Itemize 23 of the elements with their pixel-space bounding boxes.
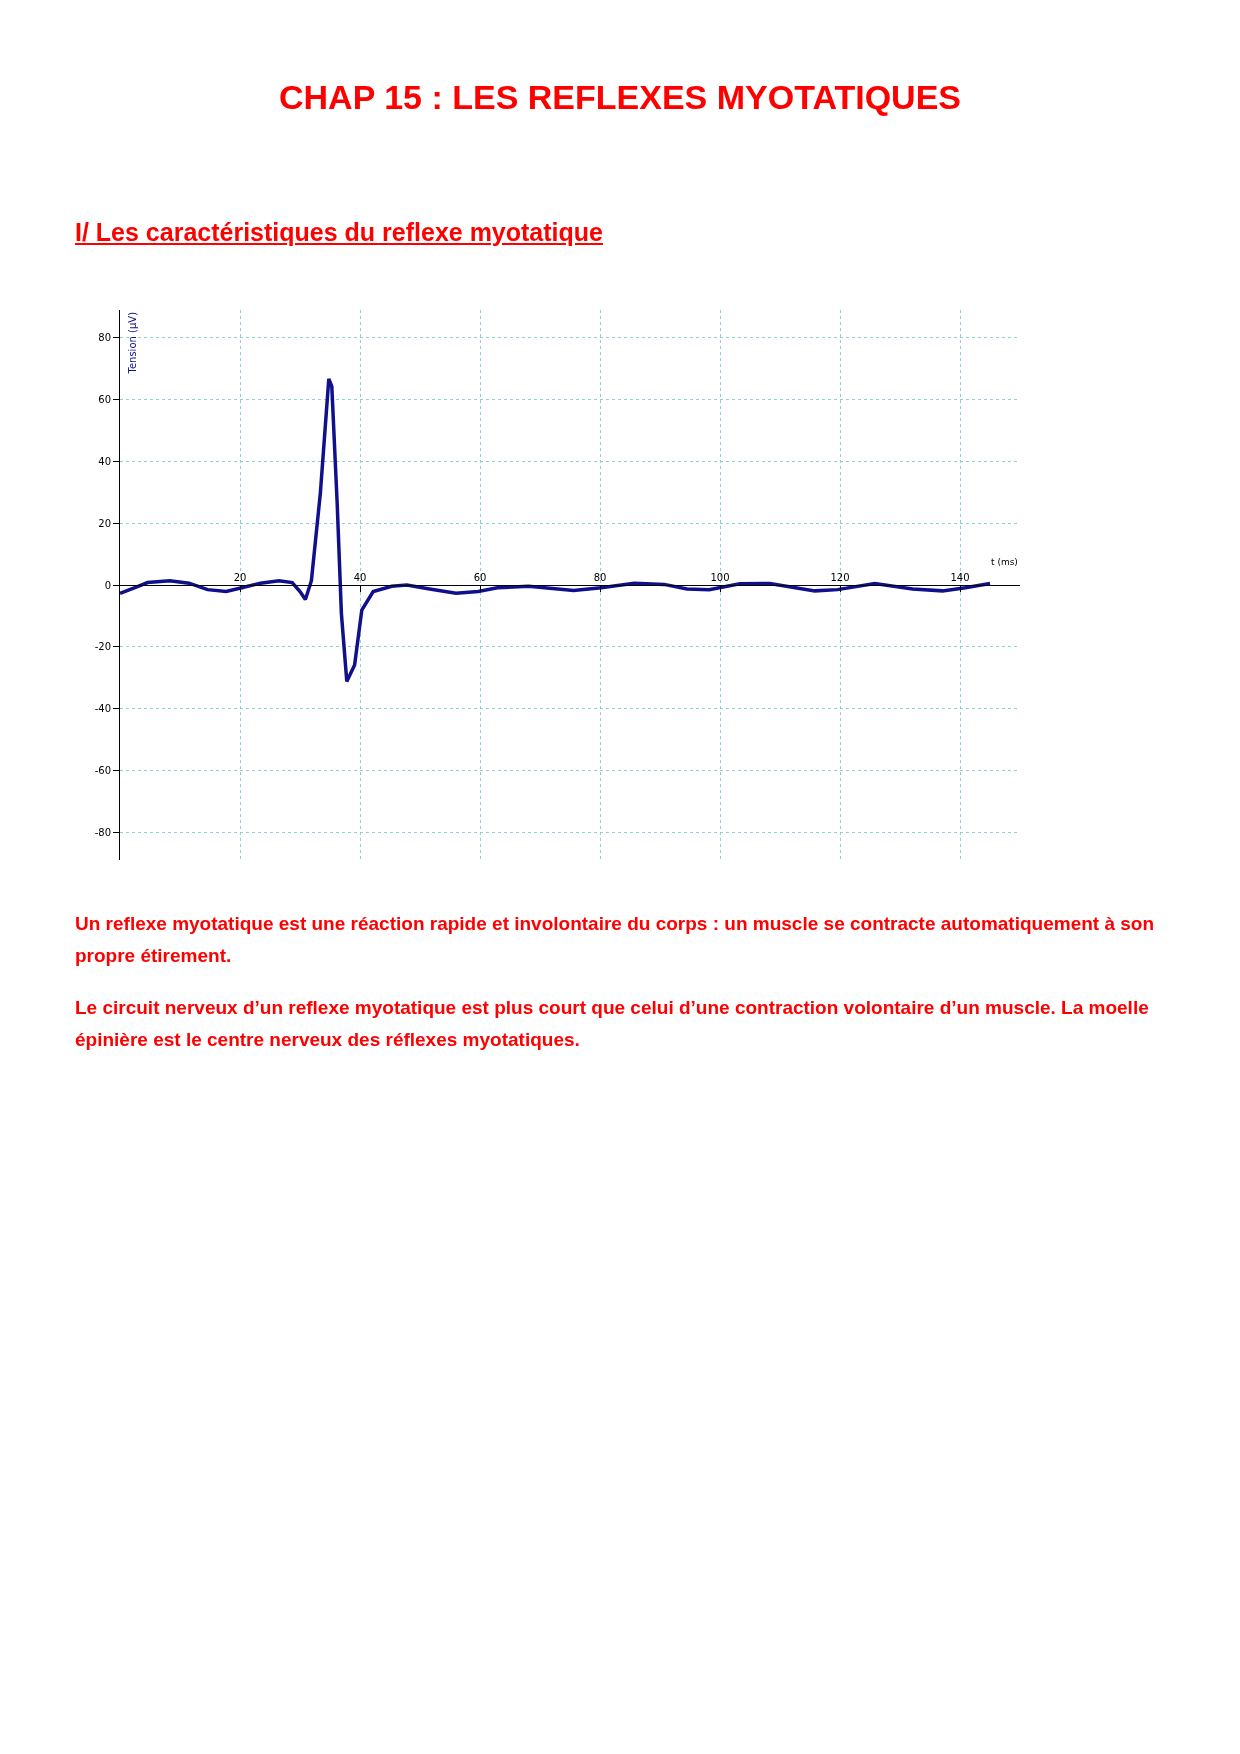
y-tick-label: -20 — [94, 641, 111, 653]
y-tick-label: 0 — [104, 579, 111, 591]
text: Un reflexe myotatique est une réaction rapide et involontaire du corps : un muscle se contracte automatiquement à son propre étirement. — [75, 912, 1156, 968]
y-tick-label: 40 — [98, 455, 111, 467]
y-tick-label: -60 — [94, 764, 111, 776]
x-tick-label: 100 — [710, 572, 730, 583]
chart-title: CHAP 15 : LES REFLEXES MYOTATIQUES — [278, 78, 962, 117]
y-axis-title: Tension (µV) — [126, 311, 138, 375]
chart-subtitle: I/ Les caractéristiques du reflexe myotatique — [75, 218, 603, 247]
text: Le circuit nerveux d’un reflexe myotatique est plus court que celui d’une contraction volontaire d’un muscle. La moelle épinière est le centre nerveux des réflexes myotatiques. — [75, 996, 1150, 1052]
x-tick-label: 20 — [233, 572, 247, 583]
line-series — [120, 377, 992, 684]
y-tick-label: 80 — [98, 332, 111, 344]
x-tick-label: 80 — [593, 572, 607, 583]
x-tick-label: 140 — [950, 572, 970, 583]
y-tick-label: 20 — [98, 517, 111, 529]
x-tick-label: 40 — [353, 572, 367, 583]
x-tick-label: 60 — [473, 572, 487, 583]
y-tick-label: -80 — [94, 826, 111, 838]
x-tick-label: 120 — [830, 572, 850, 583]
x-axis-title: t (ms) — [991, 557, 1018, 567]
y-tick-label: 60 — [98, 394, 111, 406]
y-tick-label: -40 — [94, 703, 111, 715]
